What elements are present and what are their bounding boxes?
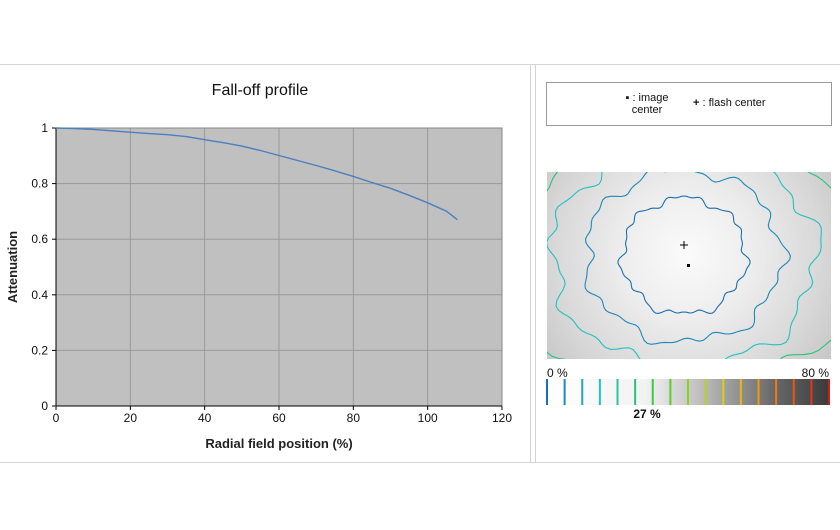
x-tick-label: 20 — [124, 411, 138, 425]
x-tick-label: 60 — [272, 411, 286, 425]
contour-line — [617, 195, 751, 314]
y-tick-label: 0.8 — [31, 177, 48, 191]
y-tick-label: 0.6 — [31, 232, 48, 246]
y-tick-label: 0 — [41, 399, 48, 413]
y-tick-label: 1 — [41, 121, 48, 135]
y-tick-label: 0.4 — [31, 288, 48, 302]
y-tick-label: 0.2 — [31, 343, 48, 357]
image-center-symbol: ▪ — [625, 92, 630, 104]
x-axis-label: Radial field position (%) — [205, 436, 352, 451]
colorbar-ticks — [546, 379, 830, 405]
falloff-profile-chart: Fall-off profile 0 20 40 60 80 100 12000.20.40… — [5, 82, 512, 451]
heatmap-legend: ▪ : image center + : flash center — [546, 82, 832, 126]
chart-ticks: 0 20 40 60 80 100 120 0 0.2 0.4 0.6 0.8 1 — [31, 121, 512, 425]
contour-colorbar: 0 % 80 % 27 % — [546, 366, 830, 421]
colorbar-max-label: 80 % — [802, 366, 830, 380]
x-tick-label: 80 — [347, 411, 361, 425]
contour-line — [547, 172, 822, 359]
top-divider — [0, 64, 840, 65]
panel-divider-right — [535, 64, 536, 463]
chart-grid — [56, 127, 503, 406]
chart-title: Fall-off profile — [212, 82, 309, 99]
flash-center-label: : flash center — [702, 97, 766, 109]
flash-center-marker — [680, 241, 688, 249]
x-tick-label: 0 — [53, 411, 60, 425]
image-center-label-line2: center — [631, 104, 663, 116]
max-falloff-label: 27 % — [633, 407, 661, 421]
colorbar-labels: 0 % 80 % — [547, 366, 829, 380]
falloff-series-line — [55, 127, 458, 221]
x-tick-label: 100 — [418, 411, 438, 425]
x-tick-label: 120 — [492, 411, 512, 425]
image-center-marker — [687, 264, 690, 267]
colorbar-min-label: 0 % — [547, 366, 568, 380]
legend-flash-center: + : flash center — [693, 97, 765, 109]
image-center-label-line1: : image — [632, 92, 669, 104]
contour-line — [584, 172, 791, 345]
chart-series — [55, 127, 458, 221]
panel-divider-left — [530, 64, 531, 463]
y-axis-label: Attenuation — [5, 231, 20, 303]
legend-image-center: ▪ : image center — [617, 92, 677, 116]
bottom-divider — [0, 462, 840, 463]
falloff-contour-map — [547, 172, 831, 359]
heatmap-contours — [547, 172, 831, 359]
x-tick-label: 40 — [198, 411, 212, 425]
flash-center-symbol: + — [693, 97, 700, 109]
